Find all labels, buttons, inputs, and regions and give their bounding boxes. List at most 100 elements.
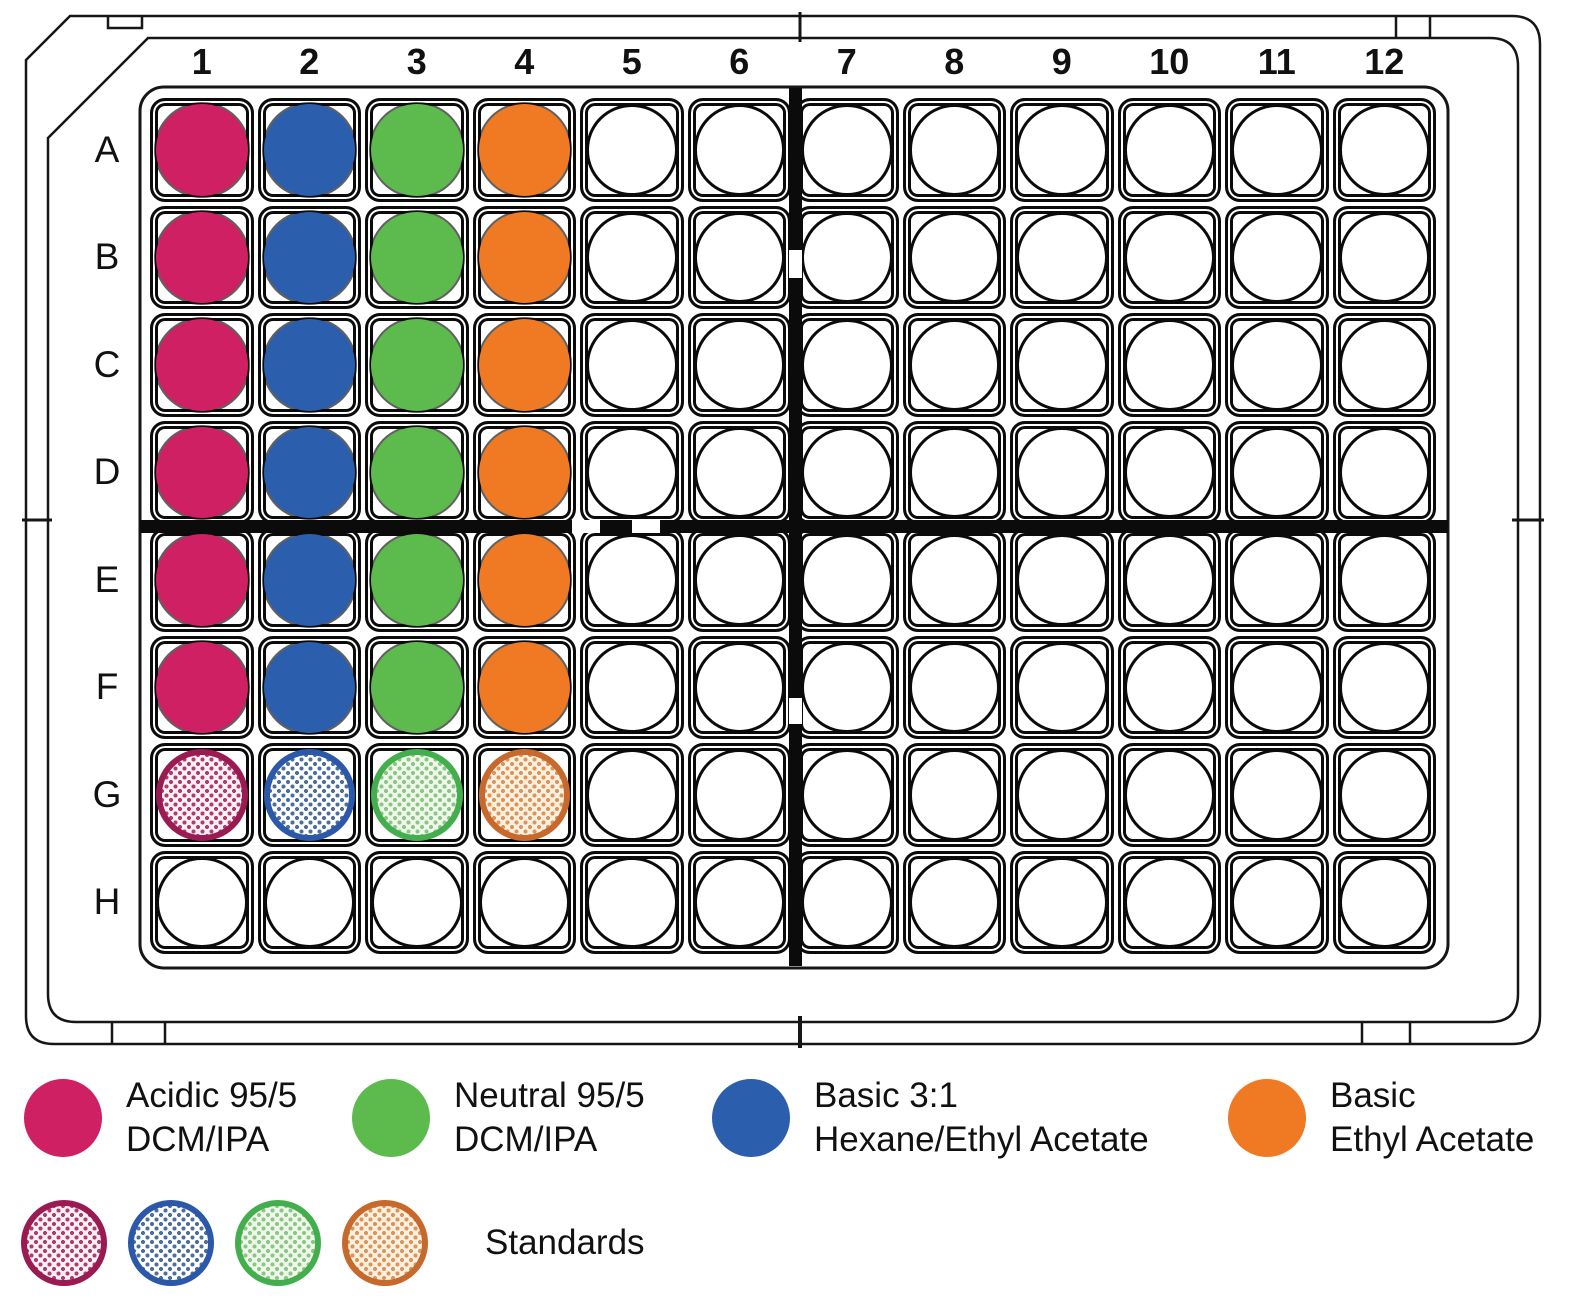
- well-F10: [1116, 634, 1224, 742]
- well-circle-empty: [1123, 426, 1215, 518]
- well-D5: [578, 419, 686, 527]
- well-circle-basic_hexane: [263, 211, 355, 303]
- legend-swatch-basic-ethyl: [1228, 1079, 1306, 1157]
- well-circle-empty: [908, 856, 1000, 948]
- well-circle-empty: [1231, 104, 1323, 196]
- well-circle-basic_ethyl: [478, 534, 570, 626]
- legend-label-neutral: Neutral 95/5 DCM/IPA: [454, 1076, 645, 1159]
- well-circle-empty: [908, 211, 1000, 303]
- well-circle-empty: [263, 856, 355, 948]
- well-F9: [1008, 634, 1116, 742]
- well-circle-empty: [801, 534, 893, 626]
- well-B11: [1223, 204, 1331, 312]
- well-circle-basic_hexane: [263, 534, 355, 626]
- well-A6: [686, 96, 794, 204]
- well-circle-empty: [908, 534, 1000, 626]
- well-B2: [256, 204, 364, 312]
- well-circle-empty: [1016, 749, 1108, 841]
- standards-swatch-acidic: [21, 1200, 107, 1286]
- well-A11: [1223, 96, 1331, 204]
- row-label-E: E: [94, 558, 120, 600]
- well-circle-empty: [1338, 104, 1430, 196]
- well-H7: [793, 849, 901, 957]
- well-G1: [148, 741, 256, 849]
- well-circle-neutral: [371, 211, 463, 303]
- well-G5: [578, 741, 686, 849]
- well-C6: [686, 311, 794, 419]
- column-label-12: 12: [1364, 41, 1405, 82]
- well-circle-empty: [693, 856, 785, 948]
- well-D12: [1331, 419, 1439, 527]
- well-circle-empty: [1231, 319, 1323, 411]
- legend-swatch-basic-hexane: [712, 1079, 790, 1157]
- well-circle-basic_ethyl: [478, 641, 570, 733]
- well-E9: [1008, 526, 1116, 634]
- row-label-B: B: [94, 236, 120, 278]
- well-B5: [578, 204, 686, 312]
- well-F8: [901, 634, 1009, 742]
- well-circle-empty: [1123, 211, 1215, 303]
- well-circle-empty: [693, 211, 785, 303]
- well-circle-empty: [801, 319, 893, 411]
- well-circle-empty: [693, 534, 785, 626]
- well-circle-empty: [908, 641, 1000, 733]
- standards-swatch-neutral: [235, 1200, 321, 1286]
- well-circle-empty: [693, 641, 785, 733]
- standards-label: Standards: [485, 1223, 645, 1262]
- well-B7: [793, 204, 901, 312]
- well-C4: [471, 311, 579, 419]
- well-circle-basic_hexane: [263, 104, 355, 196]
- well-H3: [363, 849, 471, 957]
- legend-item-acidic: Acidic 95/5 DCM/IPA: [24, 1072, 297, 1164]
- well-E7: [793, 526, 901, 634]
- bottom-right-notch: [1360, 1022, 1412, 1044]
- well-circle-empty: [1123, 104, 1215, 196]
- well-G9: [1008, 741, 1116, 849]
- well-circle-basic_hexane: [263, 641, 355, 733]
- well-F1: [148, 634, 256, 742]
- well-circle-empty: [586, 104, 678, 196]
- well-circle-empty: [1338, 641, 1430, 733]
- well-circle-empty: [1123, 534, 1215, 626]
- well-circle-standard-acidic: [156, 749, 248, 841]
- legend-label-basic-ethyl: Basic Ethyl Acetate: [1330, 1076, 1535, 1159]
- well-A8: [901, 96, 1009, 204]
- well-circle-empty: [1231, 534, 1323, 626]
- top-left-notch: [106, 16, 144, 30]
- well-circle-empty: [1231, 856, 1323, 948]
- well-circle-neutral: [371, 426, 463, 518]
- well-E3: [363, 526, 471, 634]
- well-D3: [363, 419, 471, 527]
- well-circle-empty: [693, 749, 785, 841]
- well-C7: [793, 311, 901, 419]
- well-A12: [1331, 96, 1439, 204]
- legend-item-basic-hexane: Basic 3:1 Hexane/Ethyl Acetate: [712, 1072, 1149, 1164]
- well-D11: [1223, 419, 1331, 527]
- well-C5: [578, 311, 686, 419]
- well-H11: [1223, 849, 1331, 957]
- well-H12: [1331, 849, 1439, 957]
- well-circle-standard-basic_hexane: [263, 749, 355, 841]
- column-label-8: 8: [944, 41, 965, 82]
- well-A10: [1116, 96, 1224, 204]
- well-E5: [578, 526, 686, 634]
- well-circle-acidic: [156, 319, 248, 411]
- quadrant-divider-horizontal: [140, 520, 1448, 533]
- well-circle-neutral: [371, 104, 463, 196]
- legend-label-acidic: Acidic 95/5 DCM/IPA: [126, 1076, 298, 1159]
- well-circle-empty: [1231, 426, 1323, 518]
- well-E2: [256, 526, 364, 634]
- well-F7: [793, 634, 901, 742]
- top-right-notch: [1394, 16, 1432, 38]
- legend-item-neutral: Neutral 95/5 DCM/IPA: [352, 1072, 645, 1164]
- well-circle-empty: [801, 211, 893, 303]
- well-G11: [1223, 741, 1331, 849]
- column-label-1: 1: [191, 41, 212, 82]
- well-circle-empty: [908, 426, 1000, 518]
- well-circle-basic_ethyl: [478, 319, 570, 411]
- well-circle-empty: [801, 426, 893, 518]
- standards-swatches: [21, 1200, 428, 1286]
- well-F4: [471, 634, 579, 742]
- legend-swatch-acidic: [24, 1079, 102, 1157]
- well-A7: [793, 96, 901, 204]
